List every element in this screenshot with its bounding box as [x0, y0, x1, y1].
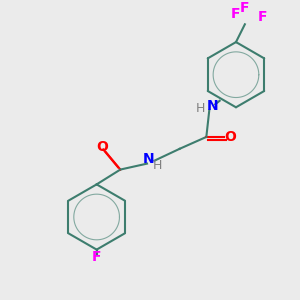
Text: N: N [143, 152, 154, 166]
Text: O: O [224, 130, 236, 144]
Text: F: F [92, 250, 101, 264]
Text: O: O [97, 140, 109, 154]
Text: F: F [231, 7, 241, 21]
Text: F: F [240, 1, 250, 15]
Text: N: N [206, 99, 218, 113]
Text: H: H [153, 159, 162, 172]
Text: H: H [196, 102, 205, 115]
Text: F: F [258, 10, 267, 24]
